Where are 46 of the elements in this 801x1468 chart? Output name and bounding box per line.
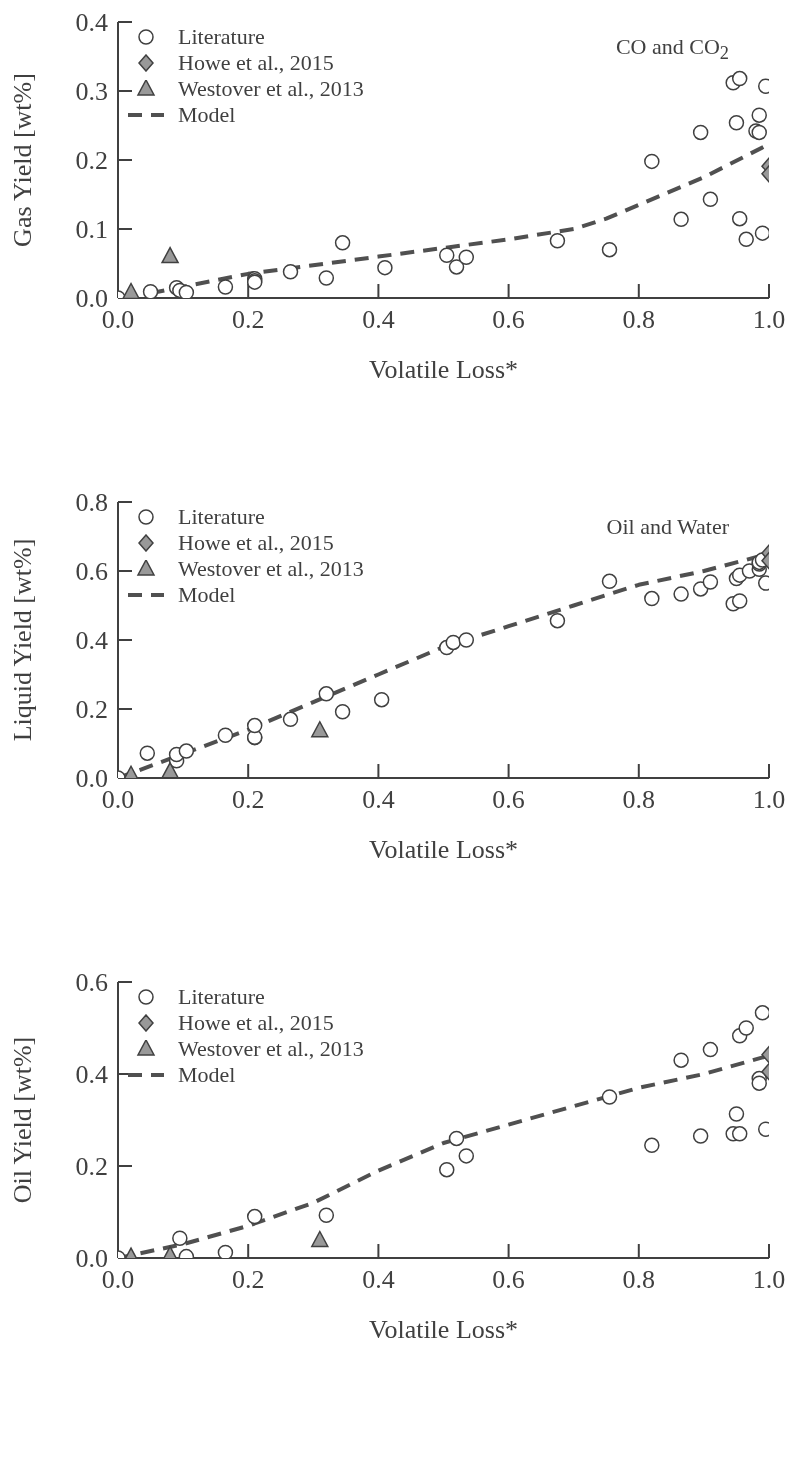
x-tick-label: 1.0 [752,785,786,815]
y-tick-label: 0.4 [75,8,108,38]
legend-label: Literature [178,984,265,1010]
x-tick-label: 1.0 [752,1265,786,1295]
legend-label: Literature [178,24,265,50]
legend-label: Westover et al., 2013 [178,556,364,582]
legend-label: Model [178,102,236,128]
x-axis-title: Volatile Loss* [368,355,519,384]
y-tick-label: 0.3 [75,77,108,107]
x-tick-label: 0.8 [622,305,656,335]
x-tick-label: 0.2 [231,1265,265,1295]
legend-label: Westover et al., 2013 [178,1036,364,1062]
x-axis-title: Volatile Loss* [368,835,519,864]
annotation: Oil and Water [606,514,729,540]
y-tick-label: 0.2 [75,146,108,176]
x-tick-label: 0.2 [231,305,265,335]
x-tick-label: 0.6 [492,1265,525,1295]
annotation: CO and CO$_{2}$ [615,34,729,65]
x-tick-label: 0.8 [622,1265,656,1295]
legend-label: Howe et al., 2015 [178,530,334,556]
legend-label: Westover et al., 2013 [178,76,364,102]
x-tick-label: 0.6 [492,305,525,335]
y-axis-title: Gas Yield [wt%] [8,73,38,247]
x-tick-label: 0.2 [231,785,265,815]
legend-label: Model [178,582,236,608]
y-axis-title: Liquid Yield [wt%] [8,538,38,742]
y-tick-label: 0.1 [75,215,108,245]
y-tick-label: 0.8 [75,488,108,518]
x-tick-label: 1.0 [752,305,786,335]
y-tick-label: 0.2 [75,1152,108,1182]
x-tick-label: 0.4 [362,785,395,815]
y-tick-label: 0.2 [75,695,108,725]
y-tick-label: 0.6 [75,968,108,998]
legend-label: Model [178,1062,236,1088]
x-tick-label: 0.8 [622,785,656,815]
x-tick-label: 0.4 [362,305,395,335]
y-tick-label: 0.4 [75,1060,108,1090]
x-tick-label: 0.6 [492,785,525,815]
legend-label: Literature [178,504,265,530]
y-axis-title: Oil Yield [wt%] [8,1036,38,1204]
x-axis-title: Volatile Loss* [368,1315,519,1344]
y-tick-label: 0.4 [75,626,108,656]
x-tick-label: 0.4 [362,1265,395,1295]
legend-label: Howe et al., 2015 [178,50,334,76]
legend-label: Howe et al., 2015 [178,1010,334,1036]
y-tick-label: 0.6 [75,557,108,587]
